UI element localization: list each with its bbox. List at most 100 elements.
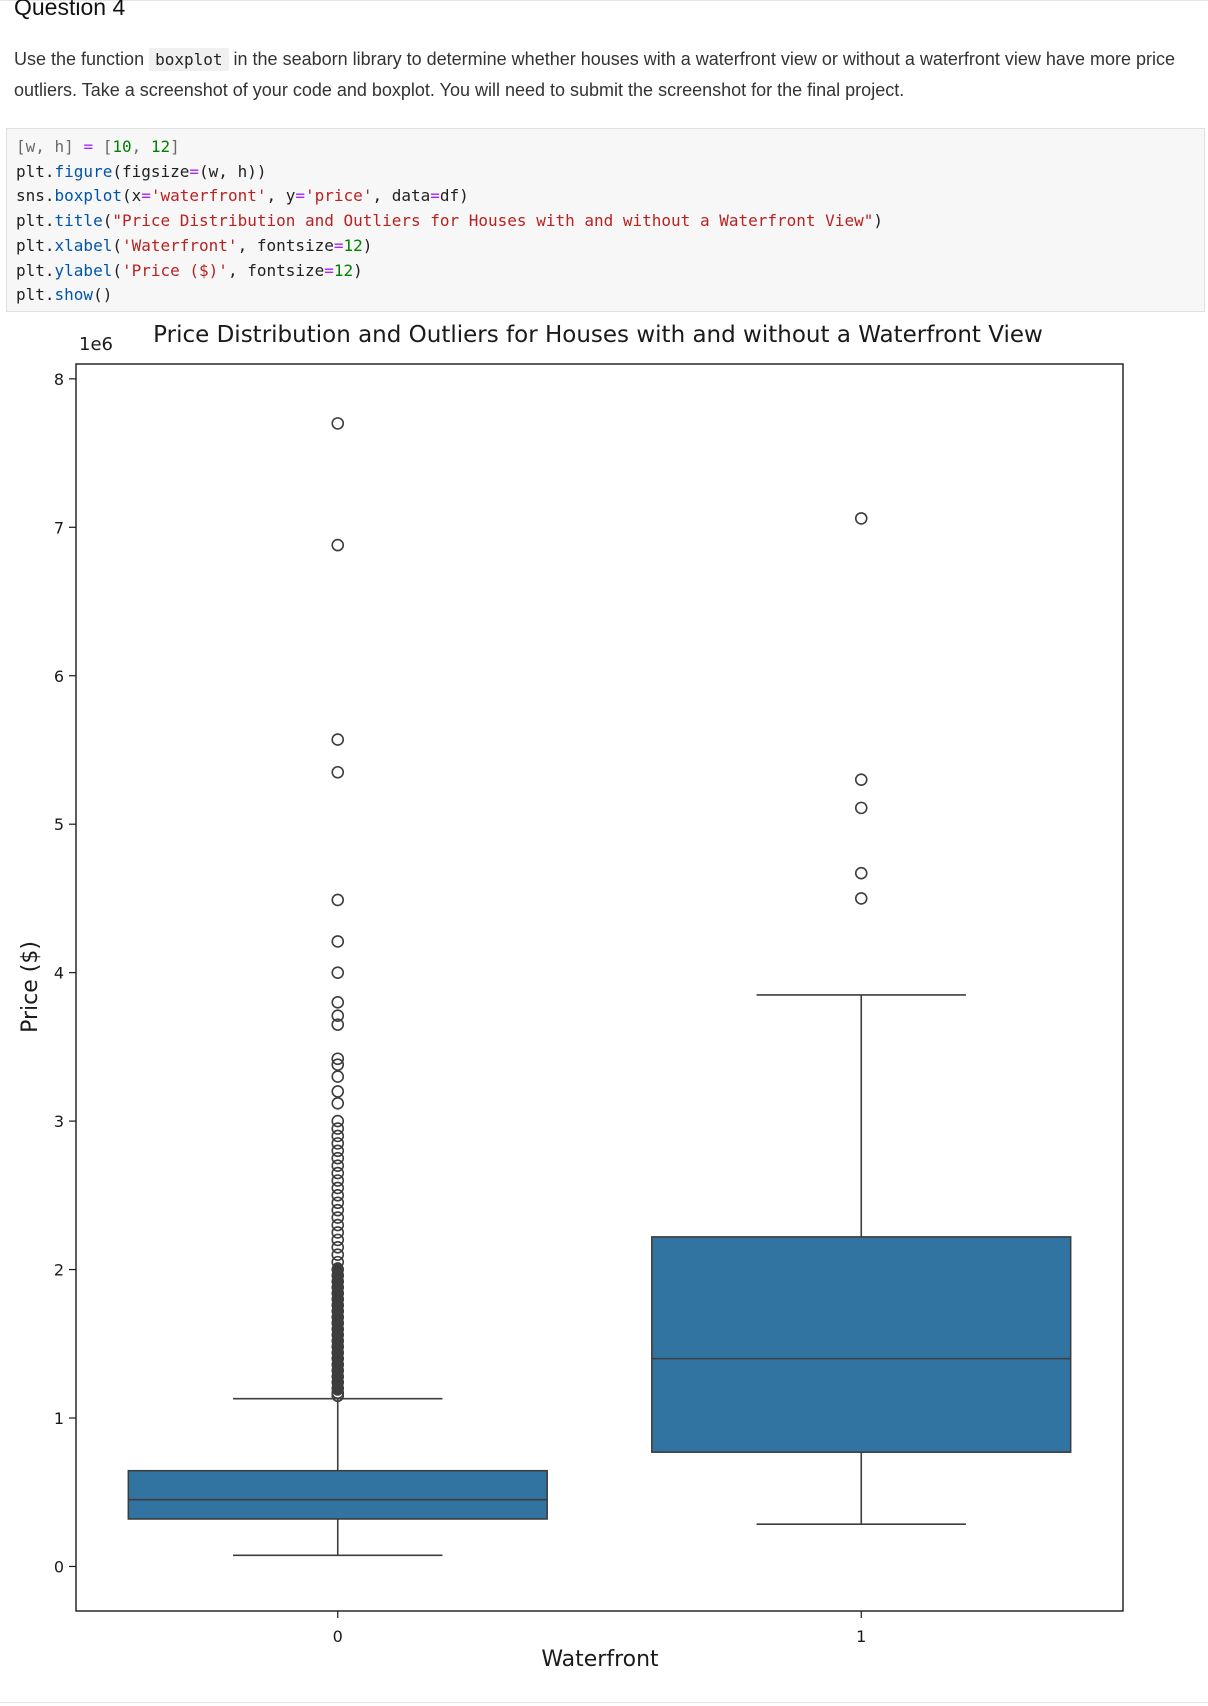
y-tick-label: 4 xyxy=(54,964,64,983)
code-token: 10 xyxy=(112,137,132,156)
outlier-point xyxy=(331,893,345,907)
y-tick-label: 5 xyxy=(54,815,64,834)
code-token: title xyxy=(54,211,103,231)
code-token: figure xyxy=(54,161,113,181)
code-line: [w, h] = [10, 12] xyxy=(16,137,180,156)
outlier-point xyxy=(331,1096,345,1110)
code-token: plt. xyxy=(16,235,55,255)
code-token: , fontsize xyxy=(227,260,325,280)
outlier-point xyxy=(331,1226,345,1239)
code-token: boxplot xyxy=(54,186,122,206)
outlier-point xyxy=(331,1129,345,1143)
plot-frame xyxy=(75,363,1124,1612)
code-token: ( xyxy=(112,235,122,255)
outlier-point xyxy=(331,1009,345,1023)
y-tick-label: 2 xyxy=(54,1261,64,1280)
code-token: ) xyxy=(362,235,373,255)
bottom-divider xyxy=(0,1702,1208,1703)
outlier-point xyxy=(331,1137,345,1150)
outlier-point xyxy=(331,1240,345,1254)
code-token: (figsize xyxy=(112,161,190,181)
outlier-point xyxy=(331,1114,345,1128)
code-token: plt. xyxy=(16,161,55,181)
outlier-point xyxy=(854,892,868,905)
outlier-point xyxy=(331,1058,345,1071)
outlier-point xyxy=(854,801,868,815)
code-token: plt. xyxy=(16,260,55,280)
outlier-point xyxy=(331,1218,345,1232)
code-token: ylabel xyxy=(54,260,113,280)
question-heading: Question 4 xyxy=(14,0,126,20)
code-token: ( xyxy=(112,260,122,280)
code-token: 12 xyxy=(333,260,354,280)
outlier-point xyxy=(331,1052,345,1066)
boxplot-chart: Price Distribution and Outliers for Hous… xyxy=(18,322,1124,1672)
code-token: (x xyxy=(121,186,142,206)
code-token: ) xyxy=(873,211,883,231)
outlier-point xyxy=(331,996,345,1009)
outlier-point xyxy=(331,1122,345,1135)
dense-outlier-cluster xyxy=(332,1262,344,1396)
code-token: df) xyxy=(439,186,469,206)
code-line: plt.figure(figsize=(w, h)) xyxy=(16,162,266,181)
outlier-point xyxy=(331,1070,345,1083)
outlier-point xyxy=(331,538,345,552)
code-token: 'price' xyxy=(305,186,373,206)
code-token: 'waterfront' xyxy=(150,186,267,206)
code-token: show xyxy=(54,285,94,305)
inline-code-boxplot: boxplot xyxy=(149,48,229,71)
x-tick-label: 1 xyxy=(856,1627,866,1646)
code-cell[interactable]: [w, h] = [10, 12] plt.figure(figsize=(w, … xyxy=(6,128,1205,312)
outlier-point xyxy=(331,1196,345,1210)
code-line: plt.title("Price Distribution and Outlie… xyxy=(16,211,883,230)
y-tick-label: 7 xyxy=(54,518,64,537)
outlier-point xyxy=(331,1233,345,1247)
code-token: 12 xyxy=(150,137,171,156)
boxplot-figure: Price Distribution and Outliers for Hous… xyxy=(0,316,1208,1696)
code-token: plt. xyxy=(16,285,55,305)
code-token: ) xyxy=(353,260,363,280)
code-line: plt.show() xyxy=(16,285,112,304)
code-token: = xyxy=(430,186,440,206)
code-token: , data xyxy=(372,186,431,206)
code-token: = xyxy=(189,161,200,181)
outlier-point xyxy=(331,1085,345,1098)
code-token: = xyxy=(83,137,94,156)
outlier-point xyxy=(331,765,345,779)
code-token: [ xyxy=(93,137,113,156)
outlier-point xyxy=(331,966,345,979)
outlier-point xyxy=(331,1151,345,1165)
outlier-point xyxy=(331,1211,345,1224)
code-token: [w, h] xyxy=(16,137,84,156)
y-tick-label: 0 xyxy=(54,1557,64,1576)
y-axis-offset-label: 1e6 xyxy=(79,334,113,355)
outlier-point xyxy=(331,1144,345,1158)
code-token: ( xyxy=(102,211,113,231)
description-text-before: Use the function xyxy=(14,49,150,69)
outlier-point xyxy=(331,1166,345,1180)
code-line: plt.ylabel('Price ($)', fontsize=12) xyxy=(16,261,363,280)
top-divider xyxy=(0,0,1208,1)
code-token: "Price Distribution and Outliers for Hou… xyxy=(112,211,874,231)
outlier-point xyxy=(331,1248,345,1262)
description-text-after: in the seaborn library to determine whet… xyxy=(14,49,1175,100)
outlier-point xyxy=(331,733,345,746)
code-line: sns.boxplot(x='waterfront', y='price', d… xyxy=(16,186,469,205)
outlier-point xyxy=(854,773,868,786)
outlier-point xyxy=(331,1189,345,1202)
code-token: 'Price ($)' xyxy=(121,260,228,280)
y-tick-label: 6 xyxy=(54,667,64,686)
code-token: 'Waterfront' xyxy=(121,235,238,255)
code-token: 12 xyxy=(343,235,363,255)
x-tick-label: 0 xyxy=(333,1627,343,1646)
outlier-point xyxy=(331,1174,345,1187)
outlier-point xyxy=(331,417,345,430)
code-token: = xyxy=(333,235,344,255)
chart-title: Price Distribution and Outliers for Hous… xyxy=(153,322,1043,348)
code-token: , y xyxy=(266,186,296,206)
code-token: ] xyxy=(170,137,180,156)
outlier-point xyxy=(854,866,868,880)
y-axis-label: Price ($) xyxy=(18,941,43,1033)
x-axis-label: Waterfront xyxy=(541,1647,659,1672)
question-description: Use the function boxplot in the seaborn … xyxy=(14,44,1184,106)
